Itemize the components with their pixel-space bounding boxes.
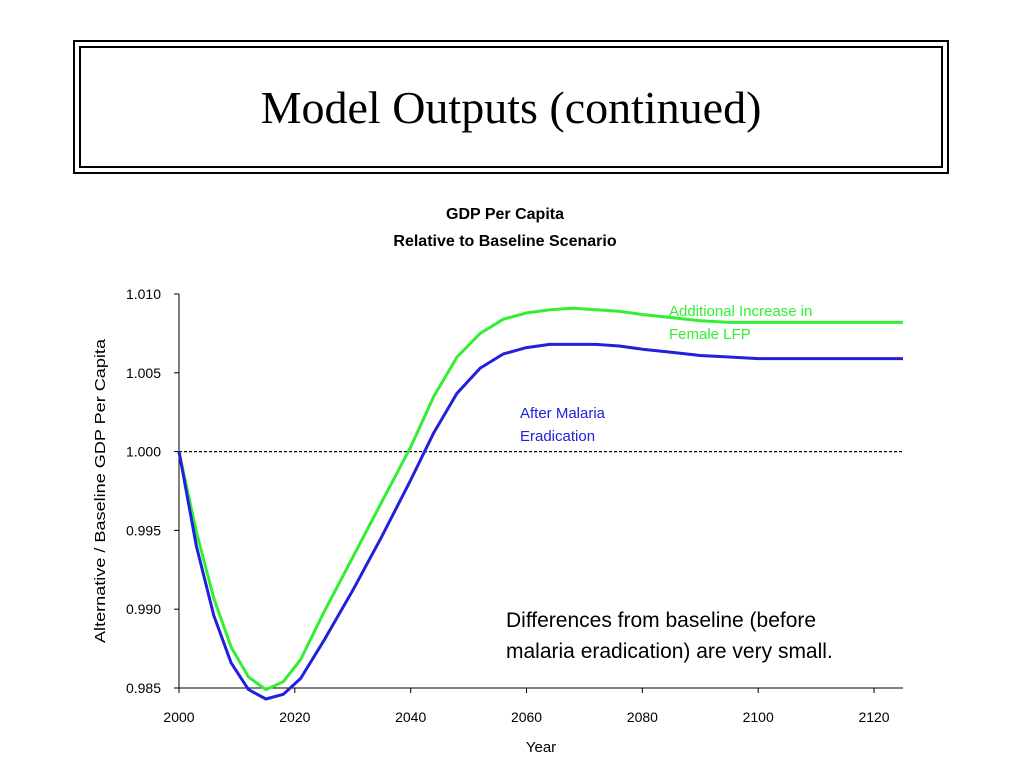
chart-annotation-line-1: Differences from baseline (before: [506, 609, 816, 632]
y-tick-label: 1.005: [126, 365, 161, 381]
y-tick-label: 0.990: [126, 601, 161, 617]
x-tick-label: 2100: [743, 709, 774, 725]
y-tick-label: 0.985: [126, 680, 161, 696]
title-frame-inner: Model Outputs (continued): [79, 46, 943, 168]
x-tick-label: 2060: [511, 709, 542, 725]
title-frame: Model Outputs (continued): [73, 40, 949, 174]
x-tick-label: 2040: [395, 709, 426, 725]
slide-title: Model Outputs (continued): [260, 81, 762, 133]
y-tick-label: 1.010: [126, 286, 161, 302]
y-axis-label: Alternative / Baseline GDP Per Capita: [92, 338, 109, 643]
x-tick-label: 2080: [627, 709, 658, 725]
x-axis-label: Year: [526, 739, 556, 756]
green-series-label: Additional Increase in Female LFP: [669, 303, 817, 343]
female-lfp-series-line: [177, 306, 903, 692]
green-series-label-line-1: Additional Increase in: [669, 303, 812, 320]
chart-title: GDP Per Capita: [446, 206, 564, 223]
green-series-label-line-2: Female LFP: [669, 326, 751, 343]
malaria-eradication-series-line: [177, 342, 903, 701]
chart-annotation: Differences from baseline (before malari…: [506, 609, 833, 663]
y-tick-label: 0.995: [126, 522, 161, 538]
y-tick-label: 1.000: [126, 444, 161, 460]
blue-series-label: After Malaria Eradication: [520, 405, 609, 445]
x-tick-label: 2120: [858, 709, 889, 725]
chart-annotation-line-2: malaria eradication) are very small.: [506, 640, 833, 663]
x-tick-label: 2020: [279, 709, 310, 725]
plot-area: 0.985 0.990 0.995 1.000 1.005 1.010 2000 2020 20…: [126, 286, 903, 725]
blue-series-label-line-2: Eradication: [520, 428, 595, 445]
x-tick-label: 2000: [163, 709, 194, 725]
chart-subtitle: Relative to Baseline Scenario: [393, 233, 616, 250]
blue-series-label-line-1: After Malaria: [520, 405, 606, 422]
